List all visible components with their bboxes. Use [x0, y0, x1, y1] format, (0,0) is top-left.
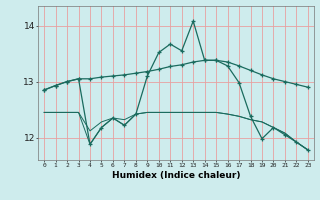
X-axis label: Humidex (Indice chaleur): Humidex (Indice chaleur) [112, 171, 240, 180]
